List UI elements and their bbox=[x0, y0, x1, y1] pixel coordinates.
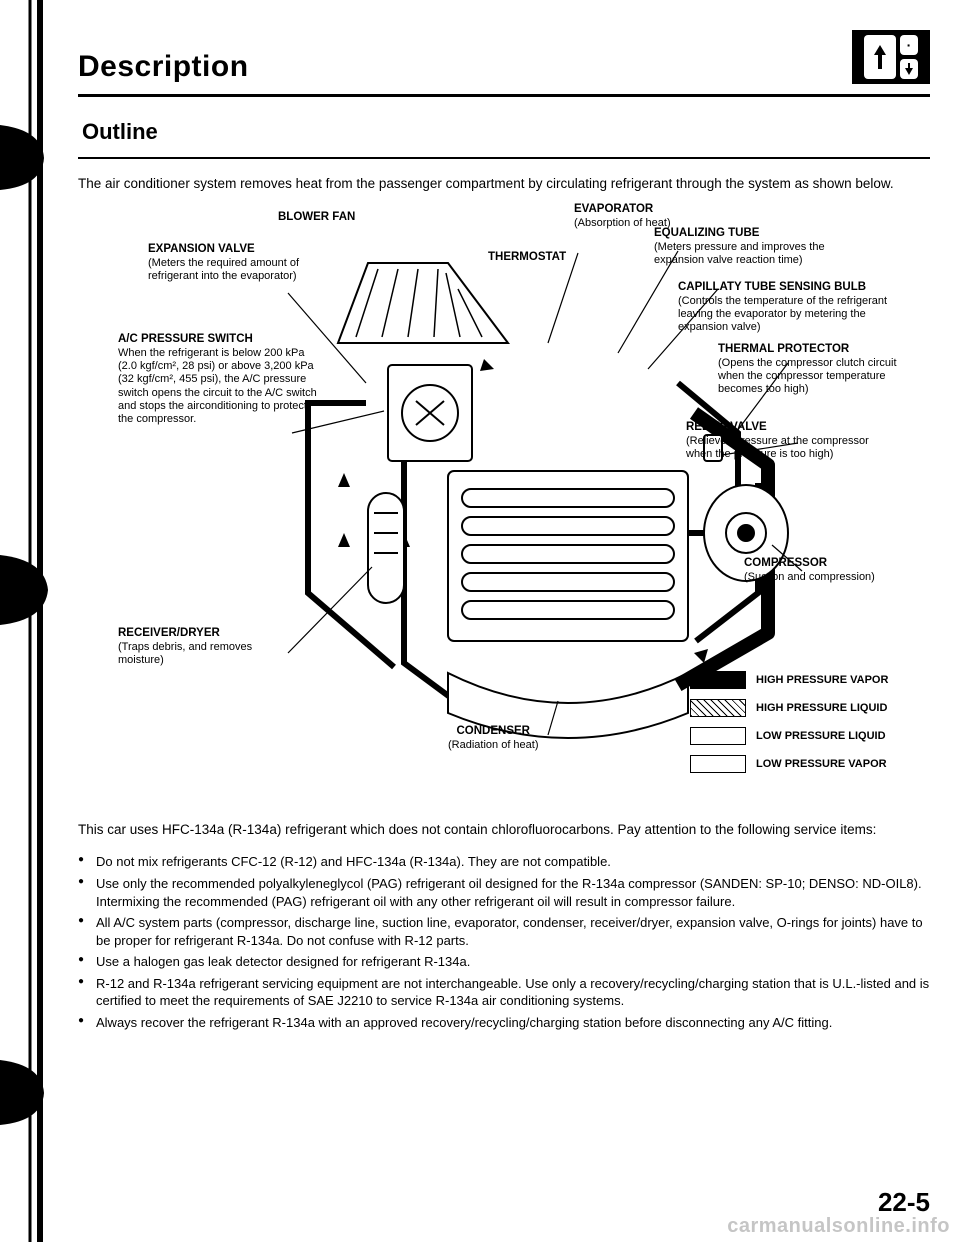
list-item: R-12 and R-134a refrigerant servicing eq… bbox=[78, 975, 930, 1010]
section-divider bbox=[78, 157, 930, 159]
list-item: Use a halogen gas leak detector designed… bbox=[78, 953, 930, 971]
swatch-hpl bbox=[690, 699, 746, 717]
binder-edge bbox=[0, 0, 62, 1242]
list-item: Use only the recommended polyalkylenegly… bbox=[78, 875, 930, 910]
list-item: Always recover the refrigerant R-134a wi… bbox=[78, 1014, 930, 1032]
section-icon: · bbox=[852, 30, 930, 84]
label-capillary-tube: CAPILLATY TUBE SENSING BULB (Controls th… bbox=[678, 281, 918, 334]
list-item: All A/C system parts (compressor, discha… bbox=[78, 914, 930, 949]
label-blower-fan: BLOWER FAN bbox=[278, 211, 355, 225]
list-item: Do not mix refrigerants CFC-12 (R-12) an… bbox=[78, 853, 930, 871]
page-content: Description · Outline The air conditione… bbox=[78, 30, 930, 1212]
swatch-hpv bbox=[690, 671, 746, 689]
service-list: Do not mix refrigerants CFC-12 (R-12) an… bbox=[78, 853, 930, 1031]
label-relief-valve: RELIEF VALVE (Relieves pressure at the c… bbox=[686, 421, 876, 461]
label-evaporator: EVAPORATOR (Absorption of heat) bbox=[574, 203, 671, 230]
label-ac-pressure-switch: A/C PRESSURE SWITCH When the refrigerant… bbox=[118, 333, 323, 426]
label-expansion-valve: EXPANSION VALVE (Meters the required amo… bbox=[148, 243, 308, 283]
label-thermostat: THERMOSTAT bbox=[488, 251, 566, 265]
watermark: carmanualsonline.info bbox=[727, 1215, 950, 1238]
service-intro: This car uses HFC-134a (R-134a) refriger… bbox=[78, 821, 930, 839]
section-heading: Outline bbox=[82, 119, 930, 145]
swatch-lpl bbox=[690, 727, 746, 745]
legend: HIGH PRESSURE VAPOR HIGH PRESSURE LIQUID… bbox=[690, 661, 930, 773]
label-equalizing-tube: EQUALIZING TUBE (Meters pressure and imp… bbox=[654, 227, 834, 267]
intro-text: The air conditioner system removes heat … bbox=[78, 175, 930, 193]
swatch-lpv bbox=[690, 755, 746, 773]
label-thermal-protector: THERMAL PROTECTOR (Opens the compressor … bbox=[718, 343, 918, 396]
label-compressor: COMPRESSOR (Suction and compression) bbox=[744, 557, 934, 584]
label-receiver-dryer: RECEIVER/DRYER (Traps debris, and remove… bbox=[118, 627, 268, 667]
label-condenser: CONDENSER (Radiation of heat) bbox=[448, 725, 539, 752]
page-title: Description bbox=[78, 50, 249, 84]
divider bbox=[78, 94, 930, 97]
page-number: 22-5 bbox=[878, 1187, 930, 1218]
system-diagram: BLOWER FAN THERMOSTAT EVAPORATOR (Absorp… bbox=[78, 203, 930, 793]
